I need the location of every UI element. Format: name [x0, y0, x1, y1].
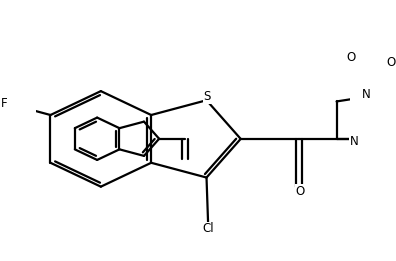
Text: O: O — [386, 56, 396, 69]
Text: O: O — [295, 185, 305, 198]
Text: N: N — [350, 135, 358, 148]
Text: O: O — [346, 51, 355, 64]
Text: F: F — [1, 97, 7, 110]
Text: N: N — [362, 88, 370, 101]
Text: Cl: Cl — [202, 222, 214, 235]
Text: S: S — [204, 90, 211, 103]
